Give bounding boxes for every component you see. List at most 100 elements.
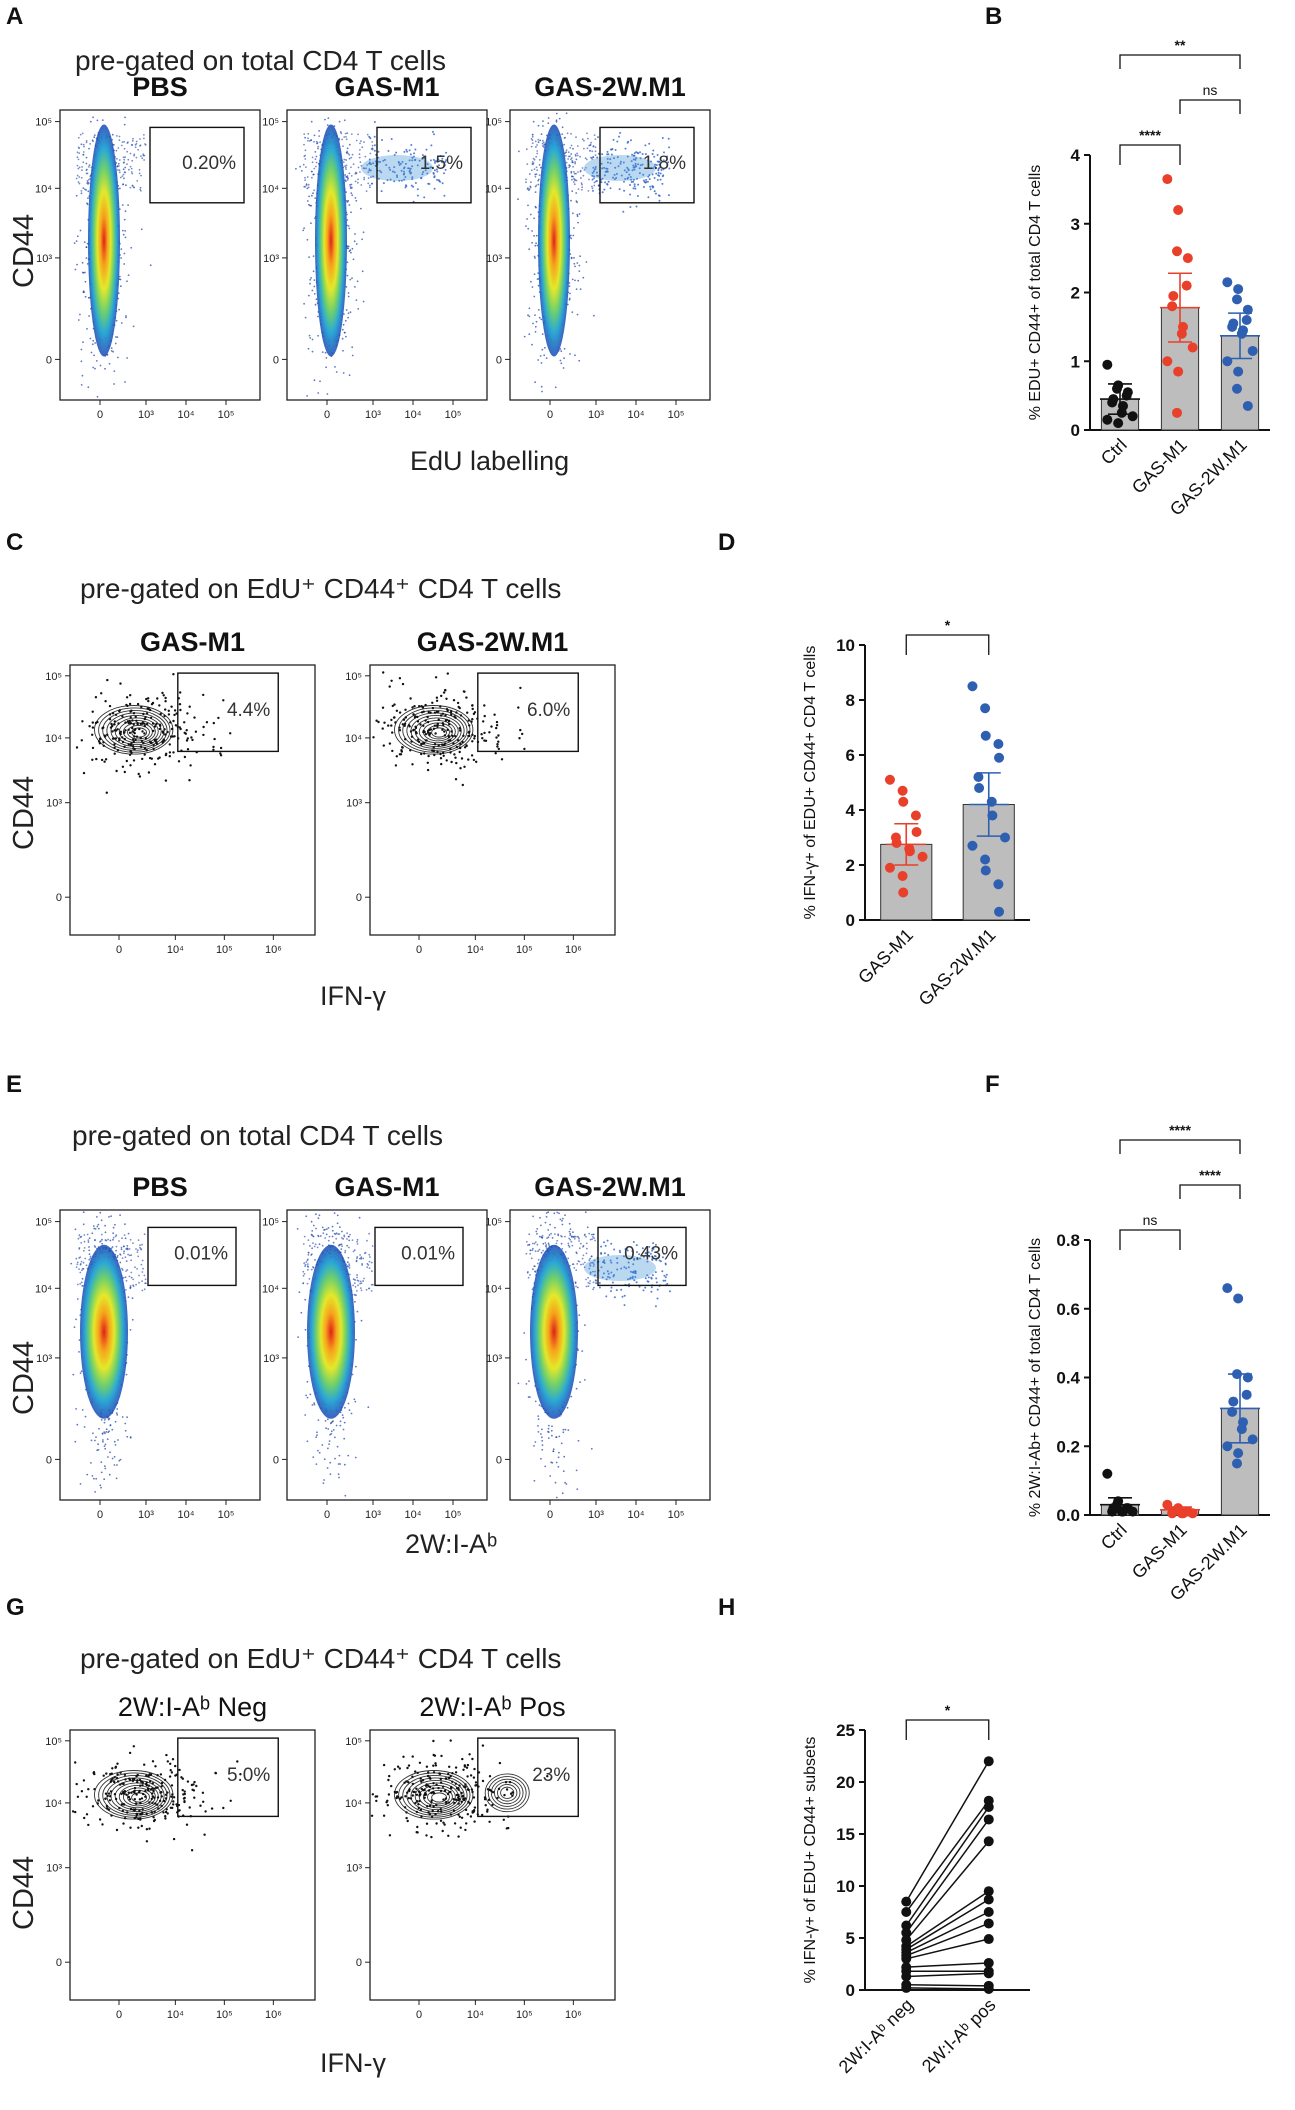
event-dot xyxy=(123,123,126,126)
event-dot xyxy=(572,181,575,183)
event-dot xyxy=(345,151,348,154)
outlier-dot xyxy=(395,755,398,758)
event-dot xyxy=(329,1422,332,1425)
event-dot xyxy=(321,1244,324,1247)
event-dot xyxy=(120,1246,123,1249)
event-dot xyxy=(79,133,82,136)
event-dot xyxy=(311,161,314,164)
positive-event-dot xyxy=(443,172,445,175)
event-dot xyxy=(317,392,320,394)
y-tick-label: 10⁵ xyxy=(345,671,362,683)
event-dot xyxy=(563,143,565,146)
event-dot xyxy=(303,155,306,158)
event-dot xyxy=(528,307,531,310)
event-dot xyxy=(590,1233,593,1236)
event-dot xyxy=(306,395,308,397)
x-tick-label: 10⁵ xyxy=(218,1509,235,1521)
event-dot xyxy=(538,1235,541,1238)
outlier-dot xyxy=(113,720,117,723)
event-dot xyxy=(82,161,85,164)
event-dot xyxy=(540,1251,543,1254)
event-dot xyxy=(593,181,596,184)
outlier-dot xyxy=(444,714,447,717)
event-dot xyxy=(351,194,354,197)
event-dot xyxy=(324,1237,327,1239)
event-dot xyxy=(582,174,585,177)
positive-event-dot xyxy=(396,174,398,177)
outlier-dot xyxy=(91,746,95,750)
outlier-dot xyxy=(426,720,430,724)
event-dot xyxy=(88,182,90,185)
event-dot xyxy=(584,1211,587,1214)
event-dot xyxy=(115,1477,118,1480)
outlier-dot xyxy=(139,745,143,748)
event-dot xyxy=(360,184,363,186)
outlier-dot xyxy=(172,719,175,723)
event-dot xyxy=(94,342,96,344)
event-dot xyxy=(141,1243,143,1246)
flow-title: PBS xyxy=(132,72,188,102)
event-dot xyxy=(119,1261,122,1264)
positive-event-dot xyxy=(624,147,627,150)
event-dot xyxy=(123,1234,126,1236)
positive-event-dot xyxy=(431,130,434,133)
event-dot xyxy=(75,194,78,197)
positive-event-dot xyxy=(610,148,612,151)
event-dot xyxy=(123,1252,125,1255)
event-dot xyxy=(141,157,144,160)
event-dot xyxy=(358,153,361,156)
outlier-dot xyxy=(483,704,486,707)
positive-event-dot xyxy=(616,140,619,143)
event-dot xyxy=(113,1464,116,1466)
event-dot xyxy=(311,1404,314,1406)
event-dot xyxy=(347,1454,350,1457)
event-dot xyxy=(317,145,320,148)
positive-event-dot xyxy=(606,153,609,156)
event-dot xyxy=(533,1242,536,1245)
positive-event-dot xyxy=(373,144,376,147)
event-dot xyxy=(317,1234,319,1237)
outlier-dot xyxy=(162,694,165,697)
event-dot xyxy=(76,174,79,177)
event-dot xyxy=(581,1350,584,1352)
event-dot xyxy=(309,1393,312,1396)
positive-event-dot xyxy=(432,158,435,161)
event-dot xyxy=(370,1283,373,1286)
event-dot xyxy=(76,263,78,266)
positive-event-dot xyxy=(377,150,380,153)
event-dot xyxy=(571,1263,574,1266)
outlier-dot xyxy=(447,736,451,739)
event-dot xyxy=(142,1267,144,1270)
event-dot xyxy=(324,351,327,354)
event-dot xyxy=(594,1239,596,1242)
event-dot xyxy=(315,161,318,164)
event-dot xyxy=(593,134,596,137)
event-dot xyxy=(130,167,133,170)
event-dot xyxy=(139,1246,141,1249)
event-dot xyxy=(346,147,349,150)
event-dot xyxy=(306,238,309,241)
event-dot xyxy=(318,135,321,138)
outlier-dot xyxy=(390,718,393,722)
event-dot xyxy=(116,1254,119,1257)
event-dot xyxy=(547,1437,550,1439)
outlier-dot xyxy=(202,725,205,729)
x-tick-label: 0 xyxy=(324,409,330,421)
panel-label-b: B xyxy=(985,3,1002,30)
event-dot xyxy=(344,1251,346,1254)
event-dot xyxy=(525,148,528,151)
event-dot xyxy=(327,117,330,119)
event-dot xyxy=(139,186,142,189)
event-dot xyxy=(570,256,573,259)
event-dot xyxy=(370,1261,373,1264)
event-dot xyxy=(345,138,348,141)
event-dot xyxy=(303,1262,306,1265)
y-tick-label: 10³ xyxy=(486,1353,502,1365)
event-dot xyxy=(112,1232,115,1235)
event-dot xyxy=(89,120,92,123)
event-dot xyxy=(340,132,343,135)
event-dot xyxy=(593,314,595,317)
outlier-dot xyxy=(190,736,193,739)
